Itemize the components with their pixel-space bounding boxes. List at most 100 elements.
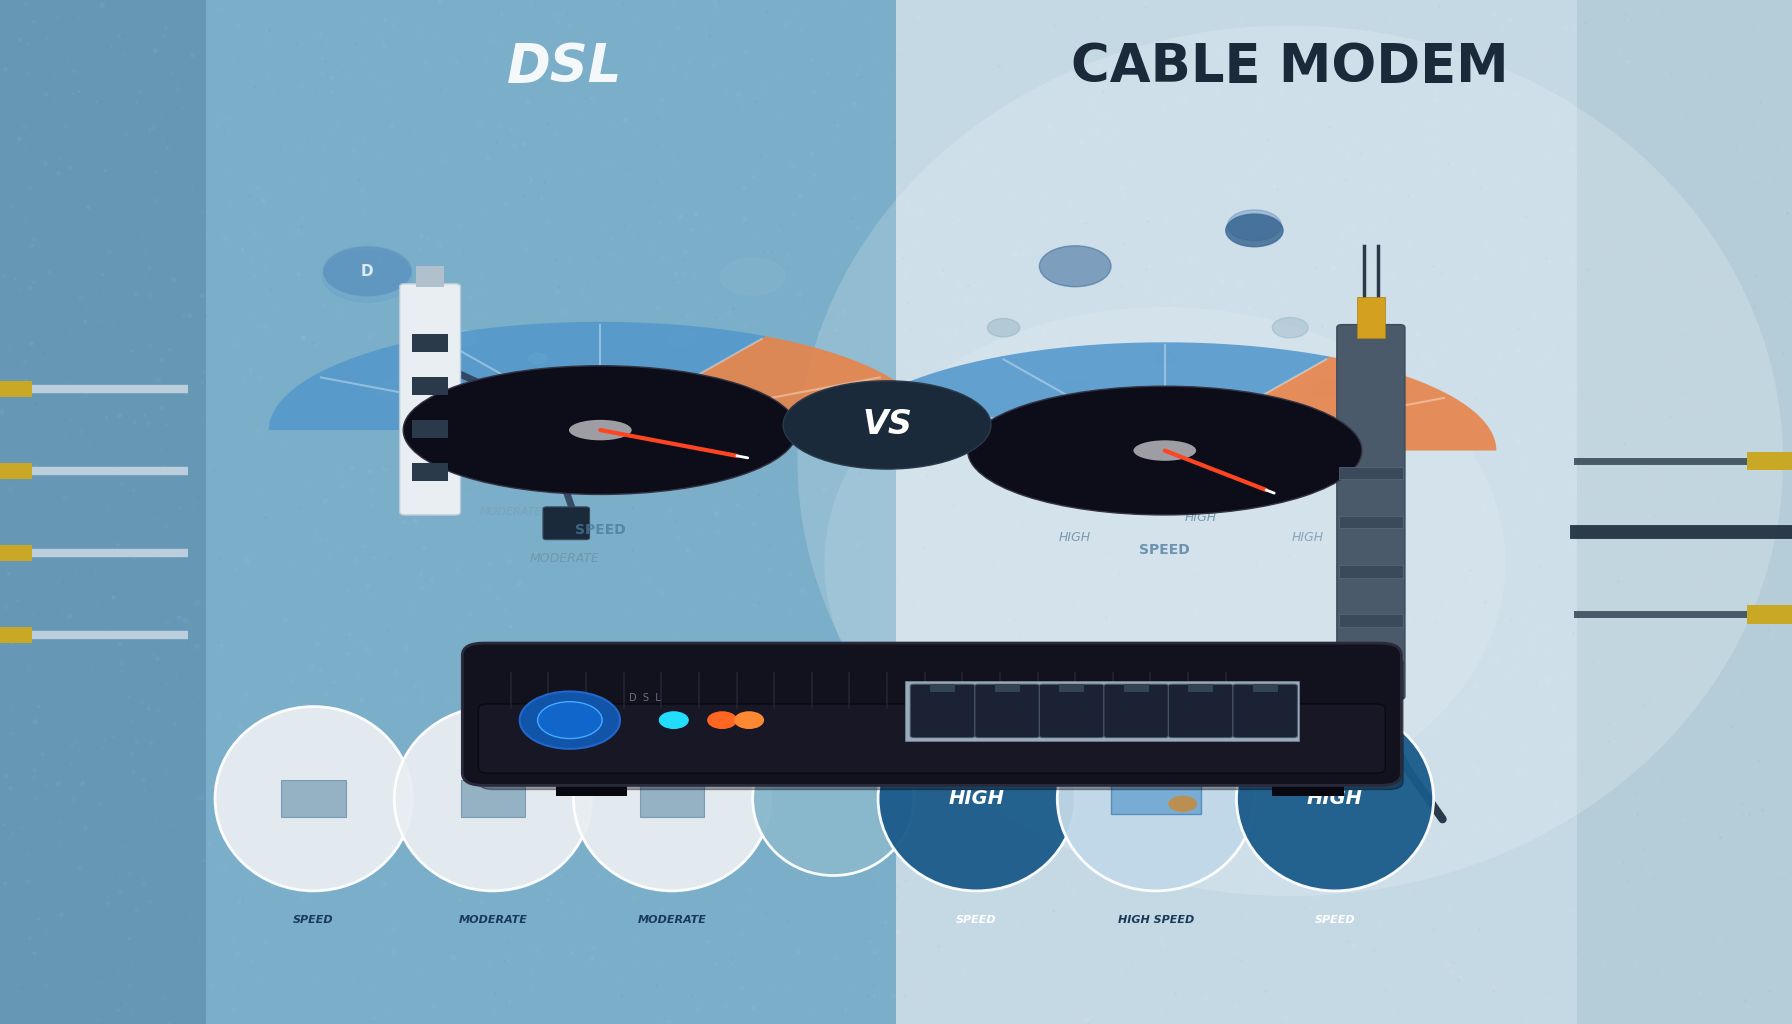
Polygon shape [833, 342, 1330, 451]
Circle shape [720, 258, 785, 295]
Bar [412, 334, 448, 352]
Text: MODERATE: MODERATE [530, 552, 599, 564]
Bar [1339, 516, 1403, 528]
Bar [412, 377, 448, 395]
Bar [412, 420, 448, 438]
Bar [0, 0, 206, 1024]
Circle shape [1272, 317, 1308, 338]
Text: SPEED: SPEED [1315, 914, 1355, 925]
Ellipse shape [968, 386, 1362, 515]
Circle shape [708, 712, 737, 728]
Ellipse shape [1057, 707, 1254, 891]
Bar [461, 780, 525, 817]
Bar [1339, 664, 1403, 676]
FancyBboxPatch shape [462, 643, 1401, 785]
Circle shape [744, 404, 762, 415]
Text: HIGH: HIGH [1185, 511, 1217, 523]
Text: SPEED: SPEED [1140, 543, 1190, 557]
Bar [0, 627, 32, 643]
Text: D: D [360, 264, 375, 279]
Bar [905, 681, 1299, 740]
Circle shape [1027, 423, 1052, 437]
Bar [0, 381, 32, 397]
Bar [1339, 565, 1403, 578]
Text: MODERATE: MODERATE [480, 507, 541, 517]
Bar [1339, 467, 1403, 479]
Bar [1747, 452, 1792, 470]
Circle shape [453, 331, 478, 345]
Text: CABLE MODEM: CABLE MODEM [1072, 41, 1509, 92]
Polygon shape [269, 322, 767, 430]
Bar [896, 0, 1577, 1024]
FancyBboxPatch shape [478, 655, 1403, 790]
Circle shape [1312, 381, 1340, 397]
Circle shape [323, 251, 412, 302]
Ellipse shape [1236, 707, 1434, 891]
Text: HIGH: HIGH [1059, 531, 1091, 544]
Circle shape [735, 712, 763, 728]
Circle shape [520, 691, 620, 749]
Polygon shape [690, 336, 932, 430]
Circle shape [323, 246, 412, 297]
Bar [1577, 0, 1792, 1024]
Circle shape [1039, 246, 1111, 287]
Bar [1357, 297, 1385, 338]
Bar [930, 684, 955, 692]
Bar [206, 0, 896, 1024]
Text: DSL: DSL [507, 41, 622, 92]
FancyBboxPatch shape [400, 284, 461, 515]
Bar [1339, 614, 1403, 627]
Circle shape [437, 455, 459, 467]
Bar [995, 684, 1020, 692]
Bar [281, 780, 346, 817]
FancyBboxPatch shape [478, 705, 1385, 773]
Circle shape [1226, 214, 1283, 247]
Ellipse shape [783, 381, 991, 469]
Bar [1124, 684, 1149, 692]
Circle shape [376, 379, 412, 399]
Ellipse shape [570, 420, 633, 440]
Bar [1272, 773, 1344, 796]
Bar [412, 463, 448, 481]
Circle shape [667, 330, 695, 346]
FancyBboxPatch shape [543, 507, 590, 540]
Ellipse shape [878, 707, 1075, 891]
FancyBboxPatch shape [1233, 684, 1297, 737]
Circle shape [659, 712, 688, 728]
Text: VS: VS [862, 409, 912, 441]
FancyBboxPatch shape [910, 684, 975, 737]
Bar [1111, 783, 1201, 814]
Bar [640, 780, 704, 817]
FancyBboxPatch shape [1337, 325, 1405, 699]
Text: HIGH: HIGH [1292, 531, 1324, 544]
Circle shape [529, 353, 547, 364]
Bar [1253, 684, 1278, 692]
Text: SPEED: SPEED [957, 914, 996, 925]
FancyBboxPatch shape [1104, 684, 1168, 737]
Circle shape [1154, 352, 1176, 365]
FancyBboxPatch shape [975, 684, 1039, 737]
Text: D  S  L: D S L [629, 692, 661, 702]
Bar [1059, 684, 1084, 692]
Polygon shape [1254, 356, 1496, 451]
Circle shape [1061, 381, 1090, 397]
Text: HIGH: HIGH [948, 790, 1005, 808]
Text: SPEED: SPEED [575, 522, 625, 537]
Bar [1747, 605, 1792, 624]
Bar [556, 773, 627, 796]
Text: MODERATE: MODERATE [638, 914, 706, 925]
Circle shape [1168, 796, 1197, 812]
Text: SPEED: SPEED [294, 914, 333, 925]
Bar [1188, 684, 1213, 692]
FancyBboxPatch shape [1039, 684, 1104, 737]
Text: MODERATE: MODERATE [459, 914, 527, 925]
Text: HIGH SPEED: HIGH SPEED [1118, 914, 1193, 925]
Ellipse shape [215, 707, 412, 891]
Ellipse shape [403, 366, 797, 495]
Circle shape [538, 701, 602, 738]
Text: HIGH: HIGH [1306, 790, 1364, 808]
Ellipse shape [824, 307, 1505, 819]
Bar [0, 463, 32, 479]
Circle shape [987, 318, 1020, 337]
Bar [416, 266, 444, 287]
